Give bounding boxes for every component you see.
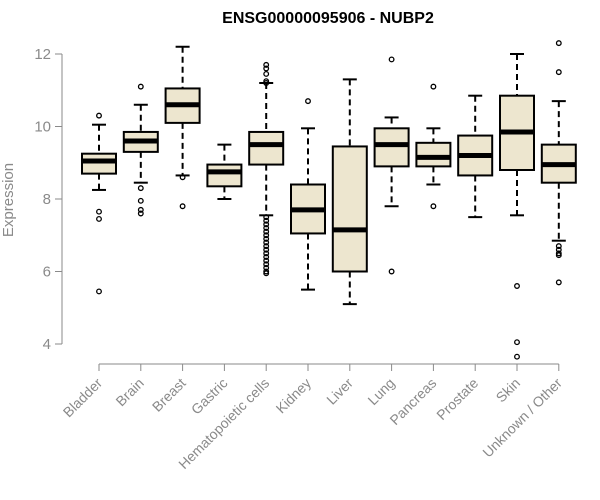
box xyxy=(248,130,285,166)
outlier-point xyxy=(263,257,270,264)
box-group-brain xyxy=(122,83,159,217)
x-tick-label: Kidney xyxy=(273,375,315,417)
outlier-point xyxy=(263,239,270,246)
y-tick-label: 4 xyxy=(43,336,51,353)
y-axis: 4 6 8 10 12 xyxy=(34,46,63,353)
box-group-skin xyxy=(499,53,535,360)
box-group-unknown-other xyxy=(540,40,577,286)
outlier-point xyxy=(263,214,270,221)
outlier-point xyxy=(263,264,270,271)
box xyxy=(81,152,117,175)
outlier-point xyxy=(555,246,562,253)
box xyxy=(373,127,410,168)
outlier-point xyxy=(137,210,144,217)
box-group-breast xyxy=(164,45,201,210)
outlier-point xyxy=(514,339,520,346)
outlier-point xyxy=(263,221,270,228)
outlier-point xyxy=(96,112,102,119)
box-group-lung xyxy=(373,56,410,275)
box xyxy=(415,141,452,168)
outlier-point xyxy=(263,270,270,277)
outlier-point xyxy=(305,98,311,105)
outlier-point xyxy=(263,80,270,86)
outlier-point xyxy=(388,268,395,275)
x-tick-label: Breast xyxy=(149,375,189,415)
box-group-hematopoietic-cells xyxy=(248,61,285,277)
outlier-point xyxy=(263,70,270,77)
outlier-point xyxy=(263,65,270,72)
outlier-point xyxy=(263,228,270,235)
outlier-point xyxy=(430,203,437,210)
x-tick-label: Prostate xyxy=(433,375,481,423)
outlier-point xyxy=(263,250,270,257)
y-axis-label: Expression xyxy=(0,163,17,237)
x-tick-label: Skin xyxy=(493,375,524,406)
outlier-point xyxy=(263,217,270,224)
outlier-point xyxy=(179,203,186,210)
box-group-prostate xyxy=(457,94,494,219)
y-tick-label: 12 xyxy=(34,46,51,63)
outlier-point xyxy=(263,61,270,68)
outlier-point xyxy=(137,83,144,90)
outlier-point xyxy=(263,232,270,239)
outlier-point xyxy=(137,185,144,192)
y-tick-label: 10 xyxy=(34,119,51,136)
outlier-point xyxy=(555,243,562,250)
outlier-point xyxy=(263,235,270,242)
x-tick-label: Liver xyxy=(323,375,356,408)
box-group-bladder xyxy=(81,112,117,295)
outlier-point xyxy=(96,215,102,222)
x-tick-label: Bladder xyxy=(60,375,106,421)
chart-title: ENSG00000095906 - NUBP2 xyxy=(222,10,434,27)
outlier-point xyxy=(263,261,270,268)
outlier-point xyxy=(263,246,270,253)
box xyxy=(331,145,368,273)
x-tick-label: Lung xyxy=(364,375,397,408)
x-tick-label: Brain xyxy=(112,375,146,409)
outlier-point xyxy=(388,56,395,63)
outlier-point xyxy=(555,252,562,259)
outlier-point xyxy=(137,206,144,213)
outlier-point xyxy=(555,279,562,286)
box xyxy=(206,163,243,188)
plot-area xyxy=(81,40,577,360)
outlier-point xyxy=(96,208,102,215)
outlier-point xyxy=(137,197,144,204)
outlier-point xyxy=(555,69,562,76)
outlier-point xyxy=(430,83,437,90)
outlier-point xyxy=(514,353,520,360)
outlier-point xyxy=(514,283,520,289)
y-tick-label: 6 xyxy=(43,264,51,281)
outlier-point xyxy=(263,225,270,231)
outlier-point xyxy=(555,40,562,47)
box-group-pancreas xyxy=(415,83,452,210)
outlier-point xyxy=(179,174,186,181)
outlier-point xyxy=(263,243,270,250)
y-tick-label: 8 xyxy=(43,191,51,208)
box-group-liver xyxy=(331,78,368,306)
outlier-point xyxy=(263,254,270,260)
outlier-point xyxy=(96,288,102,295)
box-group-gastric xyxy=(206,143,243,200)
box-group-kidney xyxy=(290,98,326,291)
x-tick-label: Unknown / Other xyxy=(479,375,565,461)
